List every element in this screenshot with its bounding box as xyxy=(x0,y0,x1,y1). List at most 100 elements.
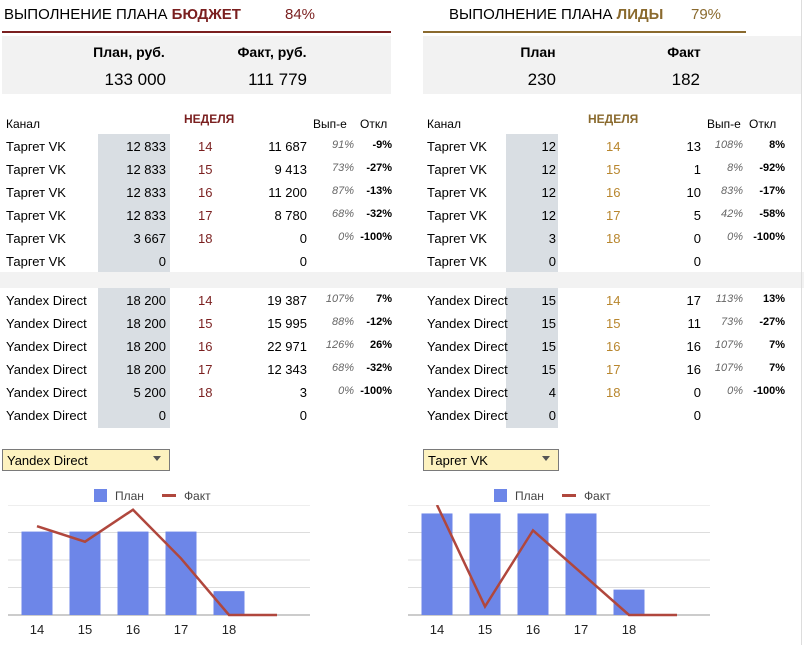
leads-chart-legend: План Факт xyxy=(494,489,611,503)
channel-cell: Yandex Direct xyxy=(427,408,508,423)
plan-cell: 15 xyxy=(541,362,556,377)
leads-title-accent: ЛИДЫ xyxy=(616,6,664,23)
week-cell: 16 xyxy=(606,185,621,200)
pct-cell: 73% xyxy=(331,162,354,174)
budget-plan-value: 133 000 xyxy=(104,70,166,89)
week-cell: 17 xyxy=(198,362,213,377)
fact-cell: 12 343 xyxy=(267,362,307,377)
plan-cell: 12 xyxy=(541,162,556,177)
legend-fact-label: Факт xyxy=(183,489,211,503)
plan-cell: 12 xyxy=(541,139,556,154)
budget-col-dev: Откл xyxy=(360,117,388,131)
dev-cell: -100% xyxy=(360,385,392,397)
leads-channel-dropdown-value: Таргет VK xyxy=(428,453,488,468)
leads-col-pct: Вып-е xyxy=(707,117,741,131)
dev-cell: -100% xyxy=(753,385,785,397)
plan-cell: 15 xyxy=(541,293,556,308)
leads-fact-value: 182 xyxy=(671,70,700,89)
plan-cell: 15 xyxy=(541,316,556,331)
plan-cell: 0 xyxy=(548,254,556,269)
channel-cell: Таргет VK xyxy=(427,208,487,223)
budget-plan-label: План, руб. xyxy=(93,44,165,60)
fact-cell: 13 xyxy=(686,139,701,154)
week-cell: 18 xyxy=(198,231,213,246)
leads-col-week: НЕДЕЛЯ xyxy=(588,112,639,126)
plan-cell: 5 200 xyxy=(133,385,166,400)
leads-channel-dropdown[interactable]: Таргет VK xyxy=(423,449,559,471)
legend-fact-swatch xyxy=(561,494,576,497)
legend-plan-label: План xyxy=(115,489,144,503)
budget-vk-plan-column xyxy=(98,134,170,272)
fact-cell: 11 200 xyxy=(268,185,307,200)
right-edge-divider xyxy=(801,0,802,645)
pct-cell: 88% xyxy=(331,316,354,328)
x-tick-label: 14 xyxy=(430,622,444,637)
pct-cell: 8% xyxy=(727,162,743,174)
week-cell: 18 xyxy=(606,231,621,246)
budget-fact-label: Факт, руб. xyxy=(237,44,307,60)
dev-cell: -17% xyxy=(759,185,785,197)
legend-plan-swatch xyxy=(94,489,107,502)
pct-cell: 91% xyxy=(331,139,354,151)
channel-cell: Таргет VK xyxy=(427,231,487,246)
x-tick-label: 18 xyxy=(622,622,636,637)
budget-yd-plan-column xyxy=(98,288,170,428)
pct-cell: 107% xyxy=(714,362,743,374)
budget-title-underline xyxy=(2,31,391,33)
x-tick-label: 15 xyxy=(78,622,92,637)
budget-section-divider xyxy=(0,272,804,288)
fact-cell: 0 xyxy=(299,408,307,423)
x-tick-label: 16 xyxy=(126,622,140,637)
fact-cell: 9 413 xyxy=(274,162,307,177)
budget-title-prefix: ВЫПОЛНЕНИЕ ПЛАНА xyxy=(4,6,172,23)
leads-title-prefix: ВЫПОЛНЕНИЕ ПЛАНА xyxy=(449,6,617,23)
dev-cell: 7% xyxy=(376,293,392,305)
leads-summary-box xyxy=(423,36,801,94)
budget-title: ВЫПОЛНЕНИЕ ПЛАНА БЮДЖЕТ xyxy=(4,6,241,23)
dropdown-arrow-icon xyxy=(153,456,161,461)
plan-cell: 3 xyxy=(548,231,556,246)
pct-cell: 0% xyxy=(727,231,743,243)
leads-yd-plan-column xyxy=(506,288,558,428)
leads-title: ВЫПОЛНЕНИЕ ПЛАНА ЛИДЫ xyxy=(449,6,663,23)
dev-cell: -9% xyxy=(372,139,392,151)
bar-plan xyxy=(69,531,101,615)
pct-cell: 73% xyxy=(720,316,743,328)
week-cell: 15 xyxy=(198,316,213,331)
channel-cell: Таргет VK xyxy=(427,254,487,269)
budget-channel-dropdown-value: Yandex Direct xyxy=(7,453,88,468)
legend-plan-swatch xyxy=(494,489,507,502)
budget-channel-dropdown[interactable]: Yandex Direct xyxy=(2,449,170,471)
channel-cell: Yandex Direct xyxy=(427,316,508,331)
legend-fact-label: Факт xyxy=(583,489,611,503)
fact-cell: 0 xyxy=(693,231,701,246)
fact-cell: 0 xyxy=(693,408,701,423)
channel-cell: Таргет VK xyxy=(427,185,487,200)
plan-cell: 12 833 xyxy=(126,162,166,177)
pct-cell: 87% xyxy=(331,185,354,197)
bar-plan xyxy=(613,589,645,615)
channel-cell: Таргет VK xyxy=(6,231,66,246)
fact-cell: 0 xyxy=(693,254,701,269)
channel-cell: Yandex Direct xyxy=(6,408,87,423)
dev-cell: 7% xyxy=(769,339,785,351)
channel-cell: Таргет VK xyxy=(6,208,66,223)
fact-cell: 22 971 xyxy=(267,339,307,354)
legend-plan-label: План xyxy=(515,489,544,503)
dev-cell: 7% xyxy=(769,362,785,374)
channel-cell: Таргет VK xyxy=(6,139,66,154)
dev-cell: -12% xyxy=(366,316,392,328)
week-cell: 18 xyxy=(198,385,213,400)
leads-percent: 79% xyxy=(691,6,722,23)
week-cell: 16 xyxy=(606,339,621,354)
bar-plan xyxy=(517,513,549,615)
leads-chart: 14 15 16 17 18 xyxy=(408,505,710,637)
fact-cell: 19 387 xyxy=(267,293,307,308)
dev-cell: -100% xyxy=(360,231,392,243)
fact-cell: 15 995 xyxy=(267,316,307,331)
pct-cell: 113% xyxy=(715,293,743,305)
budget-percent: 84% xyxy=(285,6,316,23)
plan-cell: 15 xyxy=(541,339,556,354)
leads-fact-label: Факт xyxy=(667,44,701,60)
x-tick-label: 15 xyxy=(478,622,492,637)
